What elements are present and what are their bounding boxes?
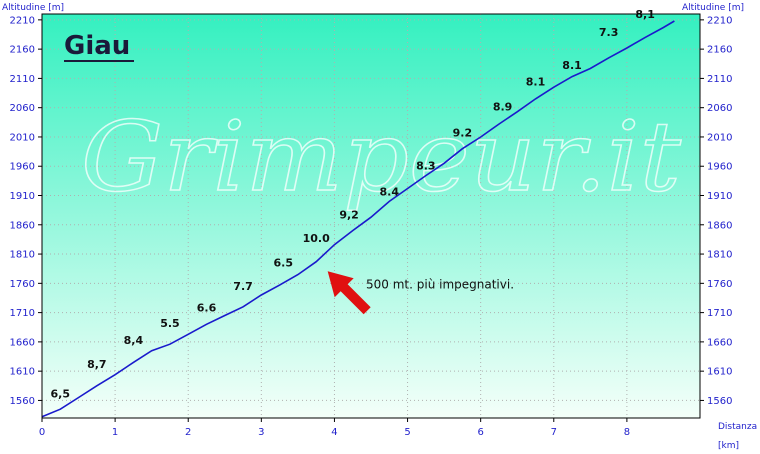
gradient-label: 6.6: [197, 301, 217, 314]
y-tick-label-left: 1710: [10, 308, 35, 319]
y-tick-label-right: 1910: [707, 191, 732, 202]
callout-arrow: [327, 271, 371, 315]
y-tick-label-left: 1810: [10, 250, 35, 261]
y-tick-label-left: 2210: [10, 15, 35, 26]
gradient-label: 10.0: [303, 232, 330, 245]
y-tick-label-right: 1660: [707, 337, 732, 348]
y-tick-label-left: 1960: [10, 162, 35, 173]
y-tick-label-right: 1760: [707, 279, 732, 290]
y-tick-label-left: 1760: [10, 279, 35, 290]
x-tick-label: 5: [404, 427, 410, 438]
y-tick-label-left: 1910: [10, 191, 35, 202]
gradient-label: 7.7: [233, 280, 253, 293]
series-group: [41, 20, 675, 418]
plot-frame: [41, 13, 701, 419]
gradient-label: 7.3: [599, 26, 619, 39]
gradient-label: 8.1: [526, 75, 546, 88]
gradient-label: 8,7: [87, 358, 107, 371]
gradient-labels: 6,5 8,7 8,4 5.5 6.6 7.7 6.5 10.0 9,2 8.4 8.3 9.2 8.9…: [51, 8, 655, 400]
gradient-label: 8.3: [416, 160, 436, 173]
gradient-label: 9.2: [453, 126, 473, 139]
gradient-label: 5.5: [160, 317, 180, 330]
y-axis-label-left: Altitudine [m]: [2, 3, 65, 13]
watermark-group: Grimpeur.it: [80, 100, 682, 214]
chart-title: Giau: [64, 31, 130, 61]
y-tick-label-right: 2010: [707, 132, 732, 143]
y-tick-label-right: 1710: [707, 308, 732, 319]
x-tick-label: 3: [258, 427, 264, 438]
y-tick-label-left: 2160: [10, 45, 35, 56]
x-axis-label: Distanza: [718, 422, 758, 432]
gradient-label: 8.4: [380, 186, 400, 199]
x-tick-label: 2: [185, 427, 191, 438]
y-tick-label-right: 2110: [707, 74, 732, 85]
gradient-label: 6.5: [274, 256, 294, 269]
callout-group: 500 mt. più impegnativi.: [327, 271, 514, 315]
title-group: Giau: [64, 31, 134, 62]
gradient-label: 8,4: [124, 334, 144, 347]
y-tick-label-left: 2010: [10, 132, 35, 143]
gradient-label: 9,2: [339, 208, 359, 221]
gradient-label: 6,5: [51, 388, 71, 401]
y-tick-label-right: 1610: [707, 367, 732, 378]
x-axis-unit: [km]: [718, 441, 740, 451]
gradient-label: 8.9: [493, 101, 513, 114]
y-tick-label-left: 2110: [10, 74, 35, 85]
x-tick-label: 1: [112, 427, 118, 438]
y-tick-label-left: 2060: [10, 103, 35, 114]
y-tick-label-left: 1660: [10, 337, 35, 348]
x-tick-label: 0: [39, 427, 45, 438]
callout-text: 500 mt. più impegnativi.: [366, 277, 514, 291]
x-tick-label: 8: [624, 427, 630, 438]
y-tick-label-left: 1860: [10, 220, 35, 231]
series-line: [41, 20, 675, 418]
x-tick-label: 7: [551, 427, 557, 438]
x-tick-label: 6: [477, 427, 483, 438]
y-tick-label-right: 1960: [707, 162, 732, 173]
y-tick-label-right: 2060: [707, 103, 732, 114]
y-tick-label-right: 1810: [707, 250, 732, 261]
watermark-text: Grimpeur.it: [81, 101, 681, 213]
y-tick-label-left: 1560: [10, 396, 35, 407]
y-axis-label-right: Altitudine [m]: [681, 3, 744, 13]
gradient-label: 8.1: [562, 59, 582, 72]
y-tick-label-right: 2160: [707, 45, 732, 56]
y-tick-label-left: 1610: [10, 367, 35, 378]
grid-lines: [42, 14, 700, 418]
gradient-label: 8,1: [635, 8, 655, 21]
y-tick-label-right: 1860: [707, 220, 732, 231]
y-tick-label-right: 2210: [707, 15, 732, 26]
x-tick-label: 4: [331, 427, 337, 438]
y-tick-label-right: 1560: [707, 396, 732, 407]
